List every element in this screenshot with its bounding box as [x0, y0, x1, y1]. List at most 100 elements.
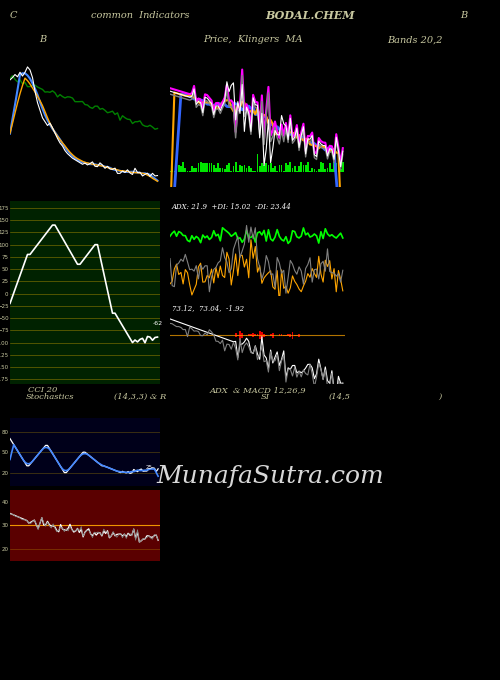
Bar: [312, 167, 313, 172]
Bar: [189, 171, 190, 172]
Bar: [244, 165, 245, 172]
Bar: [263, 165, 265, 172]
Bar: [290, 162, 291, 172]
Bar: [263, 334, 265, 335]
Bar: [283, 171, 284, 172]
Bar: [298, 166, 300, 172]
Text: ADX: 21.9  +DI: 15.02  -DI: 23.44: ADX: 21.9 +DI: 15.02 -DI: 23.44: [172, 203, 292, 211]
Bar: [184, 167, 186, 172]
Bar: [278, 165, 280, 172]
Bar: [252, 171, 254, 172]
Bar: [230, 171, 232, 172]
Bar: [248, 335, 250, 336]
Bar: [172, 166, 173, 172]
Bar: [208, 163, 210, 172]
Bar: [191, 166, 193, 172]
Bar: [217, 163, 219, 172]
Bar: [256, 154, 258, 172]
Bar: [250, 334, 252, 335]
Bar: [228, 163, 230, 172]
Bar: [198, 163, 200, 172]
Bar: [276, 171, 278, 172]
Bar: [329, 163, 330, 172]
Bar: [270, 163, 272, 172]
Bar: [261, 333, 263, 335]
Bar: [331, 169, 333, 172]
Bar: [254, 334, 256, 335]
Text: B: B: [460, 11, 467, 20]
Bar: [196, 167, 197, 172]
Bar: [326, 167, 328, 172]
Bar: [256, 334, 258, 335]
Bar: [292, 167, 294, 172]
Bar: [213, 165, 214, 172]
Bar: [182, 162, 184, 172]
Bar: [292, 332, 294, 335]
Bar: [290, 334, 291, 335]
Bar: [248, 166, 250, 172]
Bar: [176, 163, 178, 172]
Bar: [320, 162, 322, 172]
Bar: [314, 169, 316, 172]
Text: Price,  Klingers  MA: Price, Klingers MA: [203, 35, 302, 44]
Bar: [261, 163, 263, 172]
Bar: [298, 334, 300, 335]
Bar: [290, 335, 291, 337]
Bar: [266, 163, 267, 172]
Bar: [235, 162, 236, 172]
Bar: [338, 162, 340, 172]
Text: ADX  & MACD 12,26,9: ADX & MACD 12,26,9: [209, 386, 306, 394]
Text: -62: -62: [152, 322, 162, 326]
Bar: [298, 335, 300, 337]
Text: ): ): [438, 393, 442, 401]
Bar: [232, 166, 234, 172]
Bar: [237, 171, 238, 172]
Text: (14,3,3) & R: (14,3,3) & R: [114, 393, 166, 401]
Bar: [305, 165, 306, 172]
Bar: [259, 331, 260, 335]
Text: C: C: [10, 11, 18, 20]
Bar: [287, 165, 289, 172]
Bar: [250, 335, 252, 337]
Bar: [210, 163, 212, 172]
Bar: [250, 167, 252, 172]
Bar: [242, 333, 243, 335]
Text: Stochastics: Stochastics: [26, 393, 74, 401]
Bar: [186, 171, 188, 172]
Bar: [292, 335, 294, 339]
Bar: [272, 335, 274, 338]
Text: common  Indicators: common Indicators: [91, 11, 189, 20]
Bar: [200, 162, 202, 172]
Bar: [239, 335, 241, 340]
Bar: [336, 163, 337, 172]
Bar: [239, 330, 241, 335]
Bar: [206, 163, 208, 172]
Bar: [235, 333, 236, 335]
Bar: [180, 166, 182, 172]
Bar: [302, 165, 304, 172]
Text: BODAL.CHEM: BODAL.CHEM: [265, 10, 355, 21]
Bar: [246, 167, 248, 172]
Bar: [252, 335, 254, 337]
Text: B: B: [39, 35, 46, 44]
Text: (14,5: (14,5: [329, 393, 351, 401]
Bar: [307, 162, 308, 172]
Text: MunafaSutra.com: MunafaSutra.com: [156, 464, 384, 488]
Bar: [322, 163, 324, 172]
Bar: [220, 167, 221, 172]
Bar: [318, 169, 320, 172]
Text: CCI 20: CCI 20: [28, 386, 57, 394]
Bar: [263, 335, 265, 337]
Bar: [280, 165, 282, 172]
Bar: [169, 171, 171, 172]
Bar: [261, 335, 263, 338]
Bar: [256, 335, 258, 337]
Bar: [270, 335, 272, 336]
Bar: [285, 163, 287, 172]
Text: Bands 20,2: Bands 20,2: [387, 35, 443, 44]
Bar: [178, 165, 180, 172]
Bar: [193, 167, 195, 172]
Bar: [222, 167, 224, 172]
Bar: [235, 335, 236, 337]
Bar: [316, 171, 318, 172]
